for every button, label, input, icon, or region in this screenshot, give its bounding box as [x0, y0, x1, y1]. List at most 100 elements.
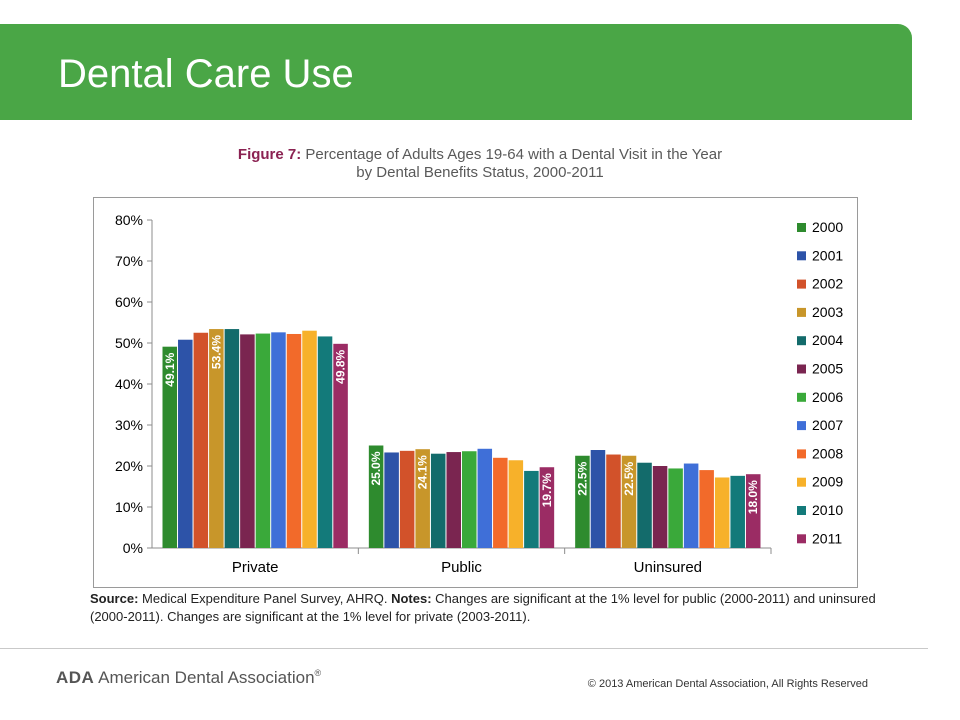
y-tick-label: 80%	[115, 212, 143, 228]
data-label-private-2003: 53.4%	[209, 335, 223, 369]
legend-swatch-2003	[797, 307, 806, 317]
bar-public-2000	[368, 445, 384, 548]
legend-label-2011: 2011	[812, 530, 842, 546]
bar-public-2003	[415, 449, 430, 548]
legend-label-2010: 2010	[812, 502, 843, 518]
x-category-label: Private	[232, 559, 279, 576]
legend-swatch-2009	[797, 477, 806, 487]
bar-private-2010	[317, 336, 333, 548]
legend-label-2006: 2006	[812, 389, 843, 405]
bar-public-2001	[384, 452, 399, 548]
bar-uninsured-2003	[621, 455, 637, 548]
bar-uninsured-2011	[745, 474, 761, 548]
data-label-uninsured-2003: 22.5%	[622, 461, 636, 495]
legend-swatch-2007	[797, 421, 806, 431]
bar-uninsured-2010	[730, 475, 745, 548]
y-tick-label: 30%	[115, 417, 143, 433]
bar-public-2010	[524, 470, 539, 548]
bar-public-2006	[462, 451, 477, 548]
legend-label-2007: 2007	[812, 417, 843, 433]
bar-private-2001	[178, 339, 193, 548]
registered-mark: ®	[314, 668, 322, 678]
y-tick-label: 20%	[115, 458, 143, 474]
y-tick-label: 40%	[115, 376, 143, 392]
data-label-public-2000: 25.0%	[369, 451, 383, 485]
bar-uninsured-2001	[590, 450, 606, 548]
figure-label: Figure 7:	[237, 146, 302, 163]
bar-private-2009	[302, 330, 317, 548]
bar-uninsured-2006	[668, 468, 683, 548]
bar-uninsured-2009	[714, 477, 730, 548]
x-category-label: Public	[441, 559, 482, 576]
bar-public-2005	[446, 452, 461, 548]
header-bar	[0, 24, 912, 120]
data-label-public-2003: 24.1%	[416, 455, 430, 489]
y-tick-label: 50%	[115, 335, 143, 351]
legend-swatch-2006	[797, 392, 806, 402]
bar-public-2008	[493, 457, 508, 548]
legend-label-2000: 2000	[812, 219, 843, 235]
bar-private-2004	[224, 329, 240, 548]
legend-swatch-2004	[797, 336, 806, 346]
bar-private-2011	[333, 343, 348, 548]
ada-logo-mark: ADA	[56, 668, 95, 687]
y-tick-label: 70%	[115, 253, 143, 269]
legend-swatch-2008	[797, 449, 806, 459]
legend-label-2004: 2004	[812, 332, 843, 348]
bar-private-2005	[240, 334, 255, 548]
x-category-label: Uninsured	[634, 559, 702, 576]
bar-public-2011	[539, 467, 555, 548]
legend-label-2002: 2002	[812, 276, 843, 292]
bar-private-2003	[209, 329, 224, 548]
source-text: Medical Expenditure Panel Survey, AHRQ.	[142, 591, 388, 606]
copyright-text: © 2013 American Dental Association, All …	[587, 678, 868, 690]
bar-uninsured-2004	[637, 462, 652, 548]
ada-logo-text: American Dental Association	[98, 668, 315, 687]
bar-uninsured-2007	[683, 463, 699, 548]
legend-label-2009: 2009	[812, 474, 843, 490]
y-tick-label: 0%	[123, 540, 143, 556]
bar-private-2007	[271, 332, 286, 548]
bar-chart: 0% 10% 20% 30% 40% 50% 60% 70% 80% Private Public U…	[115, 212, 843, 576]
chart-frame: 0% 10% 20% 30% 40% 50% 60% 70% 80% Private Public U…	[93, 197, 858, 588]
bar-private-2002	[193, 332, 209, 548]
bar-uninsured-2002	[606, 454, 621, 548]
bar-public-2002	[399, 450, 415, 548]
bar-private-2008	[286, 333, 302, 548]
legend-swatch-2001	[797, 251, 806, 261]
ada-logo: ADA American Dental Association®	[56, 668, 321, 688]
data-label-uninsured-2011: 18.0%	[746, 480, 760, 514]
legend-swatch-2010	[797, 506, 806, 515]
y-tick-label: 10%	[115, 499, 143, 515]
figure-title: Figure 7: Percentage of Adults Ages 19-6…	[90, 146, 870, 182]
source-label: Source:	[90, 591, 139, 606]
source-note: Source: Medical Expenditure Panel Survey…	[90, 590, 880, 626]
data-label-private-2011: 49.8%	[334, 349, 348, 383]
slide-title: Dental Care Use	[58, 52, 354, 96]
figure-title-line-2: by Dental Benefits Status, 2000-2011	[356, 164, 604, 181]
bar-public-2004	[430, 453, 446, 548]
legend-label-2001: 2001	[812, 247, 843, 263]
legend-swatch-2000	[797, 223, 806, 232]
footer-divider	[0, 648, 928, 649]
legend-label-2008: 2008	[812, 445, 843, 461]
bar-private-2006	[255, 333, 271, 548]
y-tick-label: 60%	[115, 294, 143, 310]
bar-private-2000	[162, 346, 178, 548]
bar-uninsured-2008	[699, 470, 714, 548]
legend-swatch-2002	[797, 279, 806, 289]
figure-title-line-1: Percentage of Adults Ages 19-64 with a D…	[305, 146, 723, 163]
notes-label: Notes:	[391, 591, 432, 606]
legend-swatch-2011	[797, 534, 806, 544]
bar-uninsured-2000	[575, 455, 590, 548]
legend-label-2003: 2003	[812, 304, 843, 320]
bar-public-2007	[477, 448, 493, 548]
data-label-private-2000: 49.1%	[163, 352, 177, 386]
legend-swatch-2005	[797, 364, 806, 374]
legend-label-2005: 2005	[812, 361, 843, 377]
notes-text: Changes are significant at the 1% level …	[90, 591, 876, 624]
data-label-public-2011: 19.7%	[540, 473, 554, 507]
bar-public-2009	[508, 460, 524, 548]
bar-uninsured-2005	[652, 466, 668, 548]
data-label-uninsured-2000: 22.5%	[575, 461, 589, 495]
